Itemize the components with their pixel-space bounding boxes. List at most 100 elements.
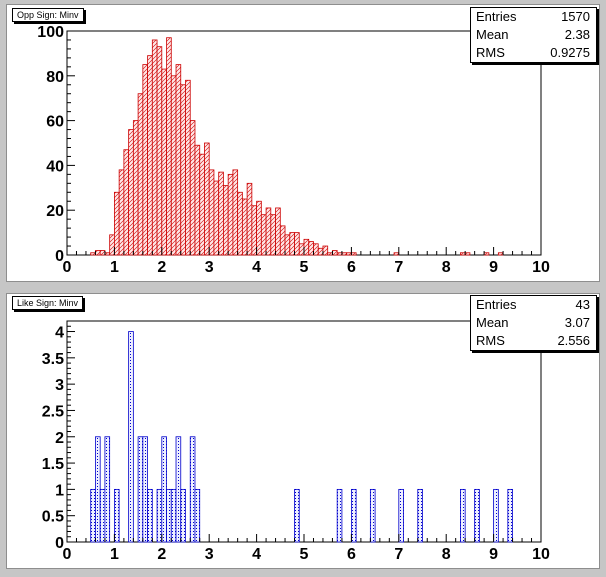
x-tick-label: 6 (347, 259, 356, 276)
stats-label: Mean (476, 27, 509, 42)
histogram-bin (417, 488, 423, 543)
y-tick-label: 80 (46, 69, 64, 86)
histogram-bin (194, 488, 201, 543)
opp-sign-stats-box: Entries 1570 Mean 2.38 RMS 0.9275 (470, 7, 597, 63)
histogram-bin (147, 488, 153, 543)
y-tick-label: 0 (55, 535, 64, 552)
histogram-bin (303, 238, 310, 256)
y-tick-label: 1.5 (42, 456, 64, 473)
histogram-bin (170, 75, 177, 256)
histogram-bin (483, 252, 490, 256)
like-sign-pad: 0 1 2 3 4 5 6 7 8 9 10 0 0.5 1 1.5 2 2.5 3 3.5 4 Like Sign:… (6, 293, 600, 569)
histogram-bin (170, 488, 177, 543)
histogram-bin (208, 169, 215, 256)
x-tick-label: 0 (63, 259, 72, 276)
histogram-bin (474, 488, 480, 543)
histogram-bin (166, 488, 172, 543)
x-tick-label: 4 (252, 259, 261, 276)
y-tick-label: 3.5 (42, 351, 64, 368)
histogram-bin (147, 55, 153, 256)
like-sign-title: Like Sign: Minv (12, 296, 84, 310)
stats-label: Entries (476, 297, 517, 312)
histogram-bin (298, 243, 305, 256)
y-tick-label: 2 (55, 430, 64, 447)
histogram-bin (279, 225, 286, 256)
histogram-bin (175, 436, 182, 543)
histogram-bin (95, 436, 101, 543)
histogram-bin (294, 488, 300, 543)
stats-label: RMS (476, 45, 505, 60)
x-tick-label: 3 (205, 259, 214, 276)
x-tick-label: 8 (442, 259, 451, 276)
x-axis: 0 1 2 3 4 5 6 7 8 9 10 (63, 247, 550, 276)
x-tick-label: 10 (532, 259, 550, 276)
histogram-bin (99, 488, 106, 543)
histogram-bin (346, 252, 352, 256)
y-tick-label: 0 (55, 248, 64, 265)
x-tick-label: 9 (489, 546, 498, 563)
histogram-bin (256, 200, 262, 256)
histogram-bin (294, 232, 300, 256)
histogram-bin (284, 234, 291, 256)
histogram-bin (350, 488, 357, 543)
histogram-bin (189, 120, 196, 256)
x-tick-label: 9 (489, 259, 498, 276)
y-tick-label: 20 (46, 203, 64, 220)
histogram-bin (90, 488, 96, 543)
histogram-bin (332, 250, 338, 256)
histogram-bin (137, 436, 144, 543)
stats-row-entries: Entries 43 (476, 296, 590, 314)
histogram-bin (336, 252, 343, 256)
histogram-bin (327, 252, 333, 256)
x-tick-label: 7 (394, 259, 403, 276)
opp-sign-title: Opp Sign: Minv (12, 8, 84, 22)
histogram-bin (161, 436, 167, 543)
histogram-bin (464, 252, 471, 256)
stats-row-rms: RMS 0.9275 (476, 44, 590, 62)
histogram-bin (156, 488, 163, 543)
histogram-bin (104, 252, 111, 256)
histogram-bin (350, 252, 357, 256)
stats-label: Mean (476, 315, 509, 330)
histogram-bin (251, 205, 258, 256)
histogram-bin (104, 436, 111, 543)
histogram-bin (289, 232, 295, 256)
x-tick-label: 5 (300, 259, 309, 276)
histogram-bin (260, 214, 267, 256)
x-tick-label: 3 (205, 546, 214, 563)
histogram-bin (109, 234, 115, 256)
histogram-bin (460, 252, 466, 256)
y-tick-label: 40 (46, 158, 64, 175)
histogram-bin (175, 64, 182, 256)
histogram-bin (398, 488, 404, 543)
y-axis: 0 20 40 60 80 100 (37, 24, 75, 265)
histogram-bin (223, 185, 229, 256)
stats-label: Entries (476, 9, 517, 24)
opp-sign-pad: 0 1 2 3 4 5 6 7 8 9 10 0 20 40 60 80 100 Opp Sign: Minv … (6, 4, 600, 282)
x-tick-label: 0 (63, 546, 72, 563)
histogram-bin (137, 93, 144, 256)
x-tick-label: 2 (157, 259, 166, 276)
histogram-bin (180, 488, 186, 543)
stats-row-mean: Mean 2.38 (476, 26, 590, 44)
histogram-bin (275, 207, 281, 256)
histogram-bin (507, 488, 513, 543)
histogram-bin (313, 243, 319, 256)
stats-row-mean: Mean 3.07 (476, 314, 590, 332)
stats-row-rms: RMS 2.556 (476, 332, 590, 350)
y-tick-label: 100 (37, 24, 64, 41)
stats-row-entries: Entries 1570 (476, 8, 590, 26)
x-tick-label: 7 (394, 546, 403, 563)
histogram-bin (393, 252, 400, 256)
histogram-bin (128, 129, 134, 256)
histogram-bin (497, 252, 504, 256)
histogram-bars (90, 331, 513, 543)
histogram-bin (265, 207, 272, 256)
x-tick-label: 5 (300, 546, 309, 563)
histogram-bin (118, 169, 125, 256)
histogram-bin (369, 488, 376, 543)
x-tick-label: 1 (110, 546, 119, 563)
histogram-bin (166, 37, 172, 256)
histogram-bin (128, 331, 134, 543)
